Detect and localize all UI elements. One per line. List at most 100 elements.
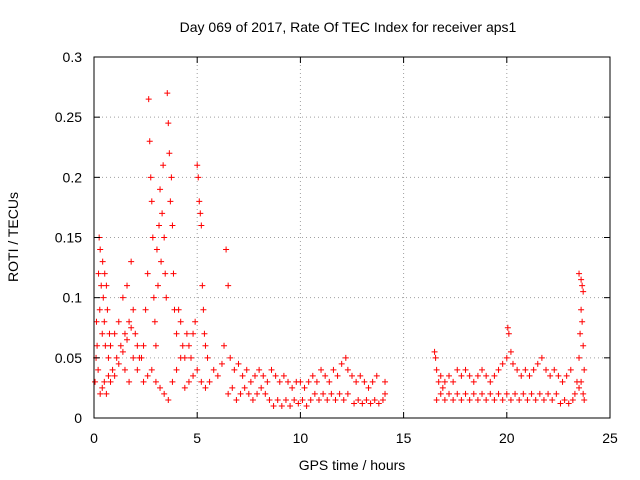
data-point bbox=[353, 378, 360, 385]
data-point bbox=[201, 330, 208, 337]
data-point bbox=[214, 372, 221, 379]
data-point bbox=[161, 234, 168, 241]
data-point bbox=[301, 384, 308, 391]
data-point bbox=[432, 354, 439, 361]
data-point bbox=[576, 270, 583, 277]
data-point bbox=[173, 330, 180, 337]
data-point bbox=[115, 360, 122, 367]
data-point bbox=[260, 372, 267, 379]
data-point bbox=[324, 396, 331, 403]
data-point bbox=[185, 342, 192, 349]
data-point bbox=[107, 342, 114, 349]
data-point bbox=[92, 378, 99, 385]
data-point bbox=[462, 390, 469, 397]
data-point bbox=[154, 282, 161, 289]
data-point bbox=[307, 396, 314, 403]
data-point bbox=[223, 246, 230, 253]
data-point bbox=[545, 390, 552, 397]
data-point bbox=[547, 372, 554, 379]
data-points bbox=[92, 90, 588, 409]
data-point bbox=[507, 396, 514, 403]
data-point bbox=[505, 330, 512, 337]
data-point bbox=[237, 390, 244, 397]
data-point bbox=[134, 366, 141, 373]
data-point bbox=[487, 378, 494, 385]
data-point bbox=[175, 306, 182, 313]
data-point bbox=[365, 384, 372, 391]
data-point bbox=[130, 306, 137, 313]
data-point bbox=[491, 372, 498, 379]
data-point bbox=[580, 288, 587, 295]
y-tick-label: 0.15 bbox=[55, 230, 82, 246]
data-point bbox=[121, 330, 128, 337]
data-point bbox=[168, 174, 175, 181]
data-point bbox=[111, 330, 118, 337]
data-point bbox=[369, 378, 376, 385]
data-point bbox=[530, 366, 537, 373]
data-point bbox=[272, 372, 279, 379]
y-axis-label: ROTI / TECUs bbox=[5, 192, 21, 282]
data-point bbox=[95, 366, 102, 373]
data-point bbox=[104, 306, 111, 313]
data-point bbox=[142, 306, 149, 313]
data-point bbox=[454, 390, 461, 397]
x-tick-label: 25 bbox=[602, 430, 618, 446]
data-point bbox=[140, 342, 147, 349]
data-point bbox=[210, 366, 217, 373]
data-point bbox=[285, 378, 292, 385]
data-point bbox=[499, 360, 506, 367]
data-point bbox=[330, 366, 337, 373]
data-point bbox=[578, 378, 585, 385]
data-point bbox=[165, 396, 172, 403]
data-point bbox=[349, 372, 355, 379]
data-point bbox=[206, 378, 213, 385]
data-point bbox=[581, 366, 588, 373]
data-point bbox=[454, 366, 461, 373]
data-point bbox=[555, 372, 562, 379]
data-point bbox=[581, 396, 588, 403]
data-point bbox=[145, 96, 152, 103]
data-point bbox=[148, 198, 155, 205]
data-point bbox=[119, 348, 126, 355]
data-point bbox=[450, 378, 457, 385]
data-point bbox=[225, 390, 232, 397]
data-point bbox=[532, 396, 539, 403]
data-point bbox=[495, 390, 502, 397]
data-point bbox=[504, 324, 511, 331]
data-point bbox=[291, 396, 298, 403]
data-point bbox=[195, 174, 202, 181]
data-point bbox=[559, 378, 566, 385]
data-point bbox=[351, 400, 358, 407]
data-point bbox=[169, 222, 176, 229]
data-point bbox=[287, 402, 294, 409]
data-point bbox=[96, 306, 103, 313]
x-tick-label: 15 bbox=[396, 430, 412, 446]
data-point bbox=[163, 294, 170, 301]
data-point bbox=[111, 372, 118, 379]
data-point bbox=[320, 390, 327, 397]
data-point bbox=[446, 390, 453, 397]
data-point bbox=[229, 384, 236, 391]
data-point bbox=[373, 372, 380, 379]
data-point bbox=[340, 396, 347, 403]
data-point bbox=[580, 342, 587, 349]
data-point bbox=[344, 366, 351, 373]
x-axis-label: GPS time / hours bbox=[299, 457, 406, 473]
data-point bbox=[522, 366, 529, 373]
data-point bbox=[103, 390, 110, 397]
data-point bbox=[491, 396, 498, 403]
data-point bbox=[462, 366, 469, 373]
y-tick-label: 0 bbox=[74, 410, 82, 426]
data-point bbox=[99, 330, 106, 337]
data-point bbox=[124, 336, 131, 343]
axis-ticks: 0 5 10 15 20 25 0 0.05 0.1 0.15 0.2 0.25 0.3 bbox=[55, 49, 618, 446]
data-point bbox=[518, 372, 525, 379]
data-point bbox=[161, 390, 168, 397]
data-point bbox=[101, 318, 108, 325]
data-point bbox=[97, 246, 104, 253]
data-point bbox=[113, 354, 120, 361]
data-point bbox=[121, 366, 128, 373]
data-point bbox=[437, 390, 444, 397]
data-point bbox=[280, 372, 287, 379]
data-point bbox=[470, 378, 477, 385]
